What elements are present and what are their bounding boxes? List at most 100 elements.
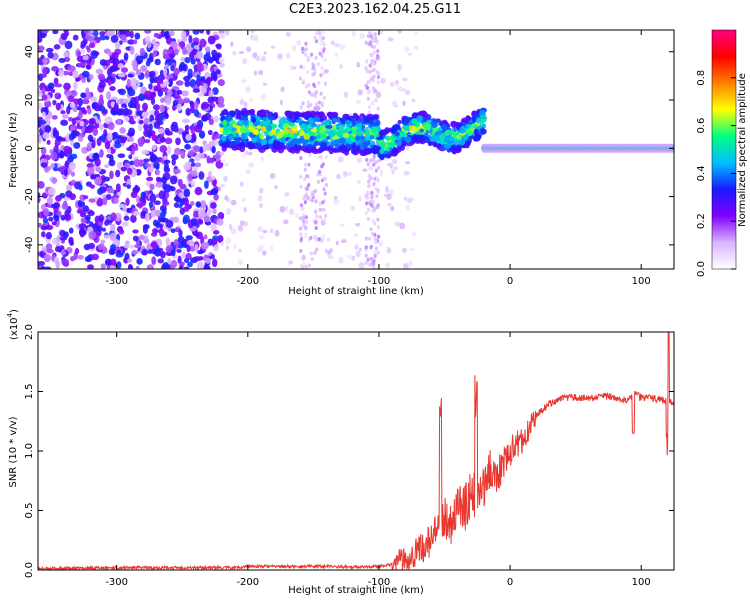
heatmap-cell [45, 243, 53, 251]
heatmap-cell [40, 265, 46, 269]
heatmap-cell [318, 51, 322, 56]
heatmap-cell [299, 123, 307, 129]
heatmap-cell [153, 121, 161, 129]
heatmap-cell [99, 123, 104, 131]
heatmap-cell [351, 30, 356, 37]
heatmap-cell [304, 232, 308, 239]
heatmap-cell [324, 248, 328, 253]
x-tick-label: -100 [368, 276, 391, 287]
heatmap-cell [400, 139, 408, 147]
heatmap-cell [117, 153, 126, 159]
heatmap-cell [339, 64, 343, 69]
heatmap-cell [153, 200, 161, 205]
heatmap-cell [311, 66, 315, 71]
heatmap-cell [225, 208, 232, 215]
heatmap-cell [178, 41, 184, 48]
heatmap-cell [159, 145, 168, 153]
heatmap-cell [189, 51, 195, 60]
heatmap-cell [196, 74, 201, 81]
heatmap-cell [338, 256, 344, 264]
heatmap-cell [194, 162, 202, 168]
heatmap-cell [110, 258, 117, 266]
heatmap-cell [91, 139, 96, 149]
heatmap-cell [286, 52, 291, 60]
heatmap-cell [54, 246, 62, 253]
heatmap-cell [299, 174, 303, 179]
heatmap-cell [342, 132, 350, 138]
colorbar-tick-label: 0.0 [696, 261, 707, 277]
heatmap-cell [107, 189, 115, 194]
heatmap-cell [143, 238, 150, 244]
heatmap-cell [376, 178, 380, 183]
heatmap-cell [391, 168, 395, 175]
heatmap-cell [132, 235, 139, 242]
heatmap-cell [386, 193, 392, 201]
heatmap-cell [364, 193, 368, 198]
heatmap-cell [289, 208, 295, 216]
heatmap-cell [374, 98, 378, 103]
heatmap-cell [76, 51, 82, 56]
heatmap-cell [45, 47, 54, 53]
heatmap-cell [137, 137, 145, 146]
x-tick-label: -200 [236, 276, 259, 287]
heatmap-cell [323, 42, 327, 47]
heatmap-cell [182, 46, 187, 56]
heatmap-cell [120, 166, 127, 172]
heatmap-cell [77, 111, 83, 120]
heatmap-cell [148, 201, 153, 209]
heatmap-cell [321, 162, 325, 167]
heatmap-cell [127, 39, 135, 45]
heatmap-cell [58, 152, 66, 157]
heatmap-cell [306, 196, 310, 201]
heatmap-cell [371, 101, 375, 106]
heatmap-cell [53, 145, 59, 152]
heatmap-cell [401, 119, 410, 126]
heatmap-cell [189, 158, 195, 163]
heatmap-cell [128, 136, 135, 143]
heatmap-cell [299, 184, 303, 189]
heatmap-cell [135, 68, 142, 76]
heatmap-cell [164, 30, 170, 40]
heatmap-cell [314, 90, 319, 95]
heatmap-cell [371, 62, 375, 67]
heatmap-cell [371, 68, 375, 73]
heatmap-cell [278, 119, 285, 125]
heatmap-cell [313, 70, 317, 75]
heatmap-cell [144, 163, 152, 168]
heatmap-cell [206, 76, 212, 83]
heatmap-cell [366, 162, 370, 167]
heatmap-cell [94, 176, 102, 186]
heatmap-cell [310, 198, 314, 203]
heatmap-cell [379, 30, 384, 34]
heatmap-cell [194, 124, 203, 133]
heatmap-cell [406, 198, 413, 204]
heatmap-cell [194, 186, 203, 196]
heatmap-cell [165, 237, 170, 246]
heatmap-cell [377, 159, 382, 163]
heatmap-cell [363, 147, 371, 154]
heatmap-cell [387, 37, 394, 42]
heatmap-cell [206, 155, 211, 164]
heatmap-cell [198, 130, 206, 139]
heatmap-cell [411, 126, 419, 133]
heatmap-cell [79, 232, 85, 238]
heatmap-cell [413, 31, 419, 35]
snr-scale-prefix: (x10 [9, 317, 20, 340]
heatmap-cell [108, 57, 117, 64]
heatmap-cell [311, 193, 315, 198]
heatmap-cell [355, 131, 362, 137]
heatmap-cell [294, 114, 300, 120]
heatmap-cell [369, 176, 373, 181]
snr-plot-area [38, 332, 674, 570]
heatmap-cell [105, 193, 112, 201]
heatmap-cell [374, 36, 378, 40]
heatmap-cell [170, 124, 175, 132]
heatmap-cell [190, 200, 195, 207]
heatmap-cell [211, 133, 217, 141]
heatmap-cell [66, 184, 73, 192]
heatmap-cell [298, 216, 304, 221]
heatmap-cell [319, 91, 323, 96]
heatmap-cell [173, 196, 181, 202]
heatmap-cell [219, 62, 225, 68]
heatmap-cell [378, 141, 387, 148]
